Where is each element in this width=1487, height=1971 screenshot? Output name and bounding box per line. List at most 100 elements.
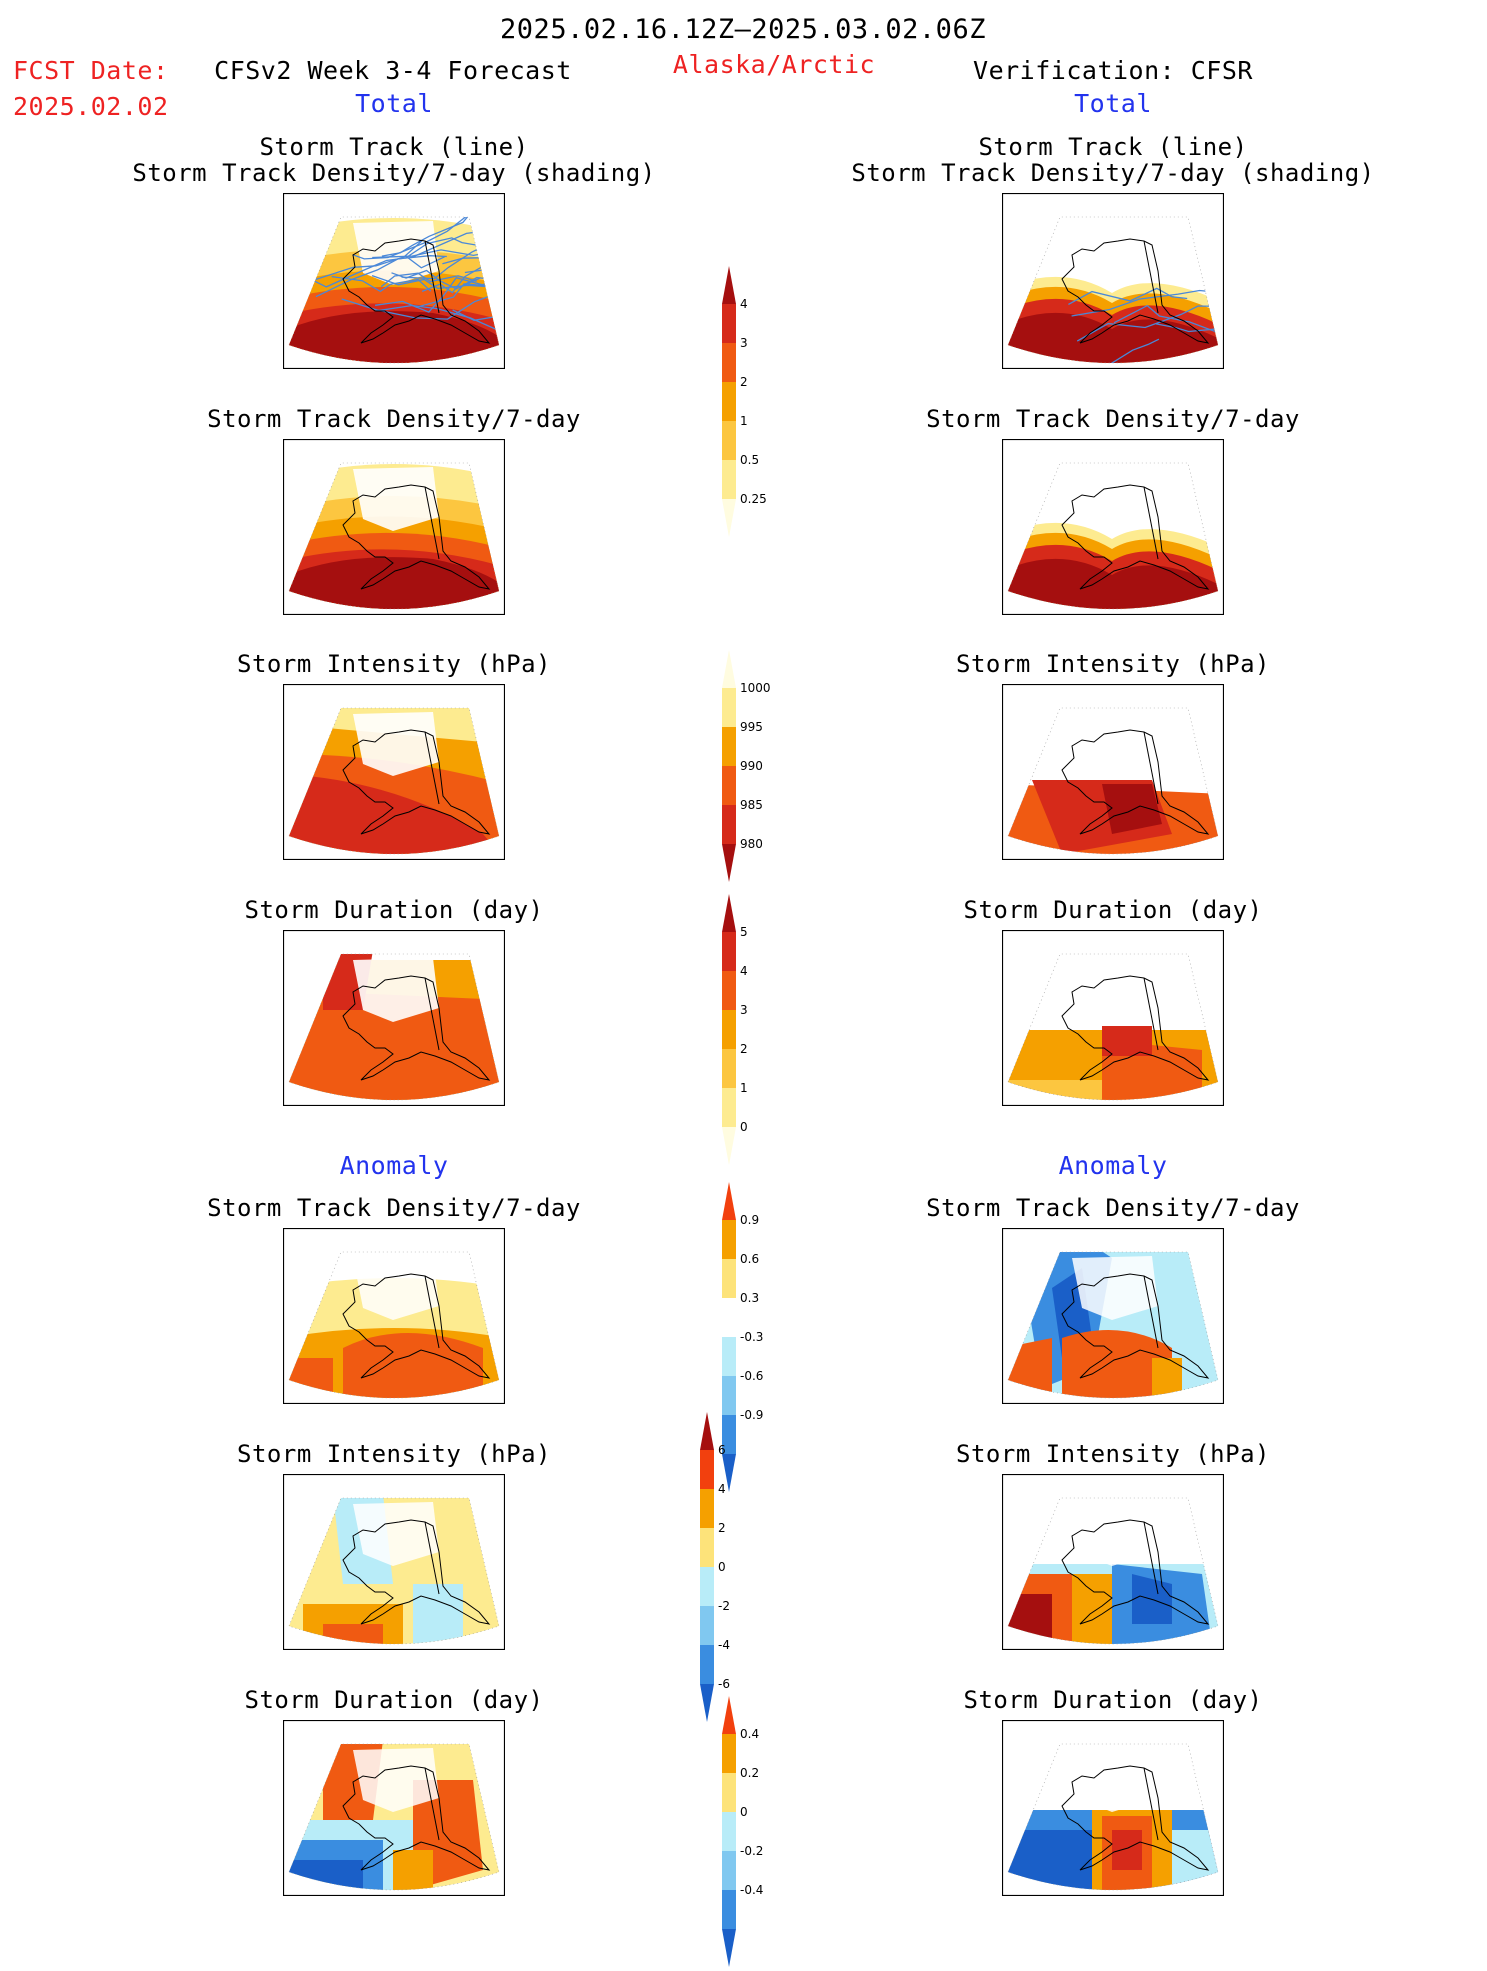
map-anom-intensity-forecast [283, 1474, 505, 1650]
colorbar-tick-label: 1000 [740, 681, 771, 695]
map-storm-track-forecast [283, 193, 505, 369]
title-anom-intensity-right: Storm Intensity (hPa) [956, 1440, 1270, 1468]
border-line [1143, 731, 1159, 805]
colorbar-tick-label: 980 [740, 837, 763, 851]
colorbar-segment [722, 304, 736, 343]
colorbar-segment [722, 343, 736, 382]
map-frame [1002, 684, 1224, 860]
map-frame [283, 684, 505, 860]
colorbar-top-arrow [722, 1696, 736, 1734]
colorbar-top-arrow [700, 1412, 714, 1450]
map-storm-track-density-forecast [283, 439, 505, 615]
colorbar-segment [722, 688, 736, 727]
colorbar-tick-label: 0.2 [740, 1766, 759, 1780]
map-frame [283, 930, 505, 1106]
colorbar-tick-label: -0.3 [740, 1330, 763, 1344]
title-track-shading-right: Storm Track Density/7-day (shading) [851, 159, 1375, 187]
colorbar-segment [722, 932, 736, 971]
colorbar-tick-label: 4 [740, 297, 748, 311]
colorbar-segment [700, 1528, 714, 1567]
colorbar-tick-label: 995 [740, 720, 763, 734]
colorbar-intensity: 1000 995 990 985 980 [722, 646, 822, 886]
coastline [1061, 1765, 1210, 1871]
map-shading [289, 218, 499, 363]
colorbar-segment [722, 1337, 736, 1376]
title-anom-duration-right: Storm Duration (day) [963, 1686, 1263, 1714]
colorbar-segment [722, 1415, 736, 1454]
colorbar-tick-label: -0.6 [740, 1369, 763, 1383]
map-storm-intensity-verification [1002, 684, 1224, 860]
colorbar-segment [722, 382, 736, 421]
colorbar-bottom-arrow [722, 1127, 736, 1165]
colorbar-tick-label: 0 [718, 1560, 726, 1574]
colorbar-tick-label: 4 [740, 964, 748, 978]
colorbar-tick-label: -0.9 [740, 1408, 763, 1422]
map-frame [283, 1228, 505, 1404]
colorbar-tick-label: -4 [718, 1638, 730, 1652]
colorbar-segment [722, 805, 736, 844]
map-frame [1002, 1720, 1224, 1896]
colorbar-segment [722, 1812, 736, 1851]
map-frame [1002, 930, 1224, 1106]
colorbar-tick-label: 4 [718, 1482, 726, 1496]
border-line [1143, 240, 1159, 314]
map-shading [289, 708, 499, 854]
title-anom-intensity-left: Storm Intensity (hPa) [237, 1440, 551, 1468]
map-frame [283, 1720, 505, 1896]
coastline [342, 1273, 491, 1379]
colorbar-tick-label: 2 [740, 1042, 748, 1056]
colorbar-segment [700, 1450, 714, 1489]
border-line [424, 1275, 440, 1349]
map-shading [1008, 467, 1218, 609]
title-track-line-left: Storm Track (line) [259, 133, 529, 161]
colorbar-tick-label: 6 [718, 1443, 726, 1457]
section-anomaly-right: Anomaly [1058, 1151, 1168, 1180]
border-line [1143, 1521, 1159, 1595]
map-storm-duration-verification [1002, 930, 1224, 1106]
map-frame [1002, 1228, 1224, 1404]
map-shading [289, 1498, 499, 1644]
colorbar-tick-label: 5 [740, 925, 748, 939]
colorbar-duration: 5 4 3 2 1 0 [722, 890, 822, 1169]
colorbar-tick-label: 1 [740, 1081, 748, 1095]
colorbar-segment [700, 1606, 714, 1645]
map-shading [289, 954, 499, 1100]
colorbar-tick-label: 0.25 [740, 492, 767, 506]
region-title: Alaska/Arctic [672, 50, 876, 79]
colorbar-top-arrow [722, 894, 736, 932]
map-shading [1008, 221, 1218, 363]
colorbar-tick-label: 985 [740, 798, 763, 812]
colorbar-bottom-arrow [722, 1454, 736, 1492]
title-anom-duration-left: Storm Duration (day) [244, 1686, 544, 1714]
colorbar-segment [722, 1010, 736, 1049]
colorbar-tick-label: 0.4 [740, 1727, 759, 1741]
colorbar-tick-label: -2 [718, 1599, 730, 1613]
map-frame [1002, 1474, 1224, 1650]
colorbar-tick-label: -0.2 [740, 1844, 763, 1858]
colorbar-segment [722, 421, 736, 460]
coastline [1061, 238, 1210, 344]
colorbar-tick-label: 0 [740, 1805, 748, 1819]
colorbar-bottom-arrow [722, 499, 736, 537]
border-line [424, 240, 440, 314]
period-title: 2025.02.16.12Z–2025.03.02.06Z [500, 14, 986, 45]
colorbar-tick-label: 2 [740, 375, 748, 389]
colorbar-segment [722, 727, 736, 766]
map-shading [1008, 712, 1218, 854]
colorbar-tick-label: -6 [718, 1677, 730, 1691]
title-density-right: Storm Track Density/7-day [926, 405, 1300, 433]
border-line [424, 486, 440, 560]
coastline [342, 729, 491, 835]
border-line [424, 731, 440, 805]
fcst-date-label: FCST Date: [13, 56, 169, 85]
colorbar-tick-label: 3 [740, 336, 748, 350]
map-storm-intensity-forecast [283, 684, 505, 860]
colorbar-segment [722, 1259, 736, 1298]
title-duration-left: Storm Duration (day) [244, 896, 544, 924]
map-frame [1002, 193, 1224, 369]
fcst-date-value: 2025.02.02 [13, 92, 169, 121]
verification-title: Verification: CFSR [973, 56, 1253, 85]
coastline [1061, 1519, 1210, 1625]
colorbar-segment [722, 1298, 736, 1337]
map-storm-track-verification [1002, 193, 1224, 369]
